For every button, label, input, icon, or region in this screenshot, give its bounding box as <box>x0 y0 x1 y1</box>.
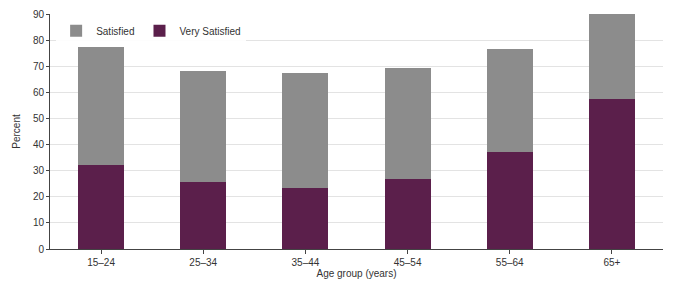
svg-text:Very Satisfied: Very Satisfied <box>179 26 240 37</box>
svg-text:70: 70 <box>33 61 45 72</box>
svg-text:Age group (years): Age group (years) <box>316 268 396 279</box>
svg-text:50: 50 <box>33 113 45 124</box>
svg-text:45–54: 45–54 <box>394 257 422 268</box>
svg-text:65+: 65+ <box>603 257 620 268</box>
svg-text:20: 20 <box>33 191 45 202</box>
svg-text:Satisfied: Satisfied <box>96 26 134 37</box>
svg-text:30: 30 <box>33 165 45 176</box>
svg-text:0: 0 <box>38 244 44 255</box>
svg-text:25–34: 25–34 <box>189 257 217 268</box>
svg-text:40: 40 <box>33 139 45 150</box>
svg-text:10: 10 <box>33 217 45 228</box>
svg-text:Percent: Percent <box>11 114 22 149</box>
svg-text:60: 60 <box>33 87 45 98</box>
svg-text:55–64: 55–64 <box>496 257 524 268</box>
svg-text:15–24: 15–24 <box>87 257 115 268</box>
svg-text:35–44: 35–44 <box>292 257 320 268</box>
svg-text:80: 80 <box>33 35 45 46</box>
svg-text:90: 90 <box>33 9 45 20</box>
